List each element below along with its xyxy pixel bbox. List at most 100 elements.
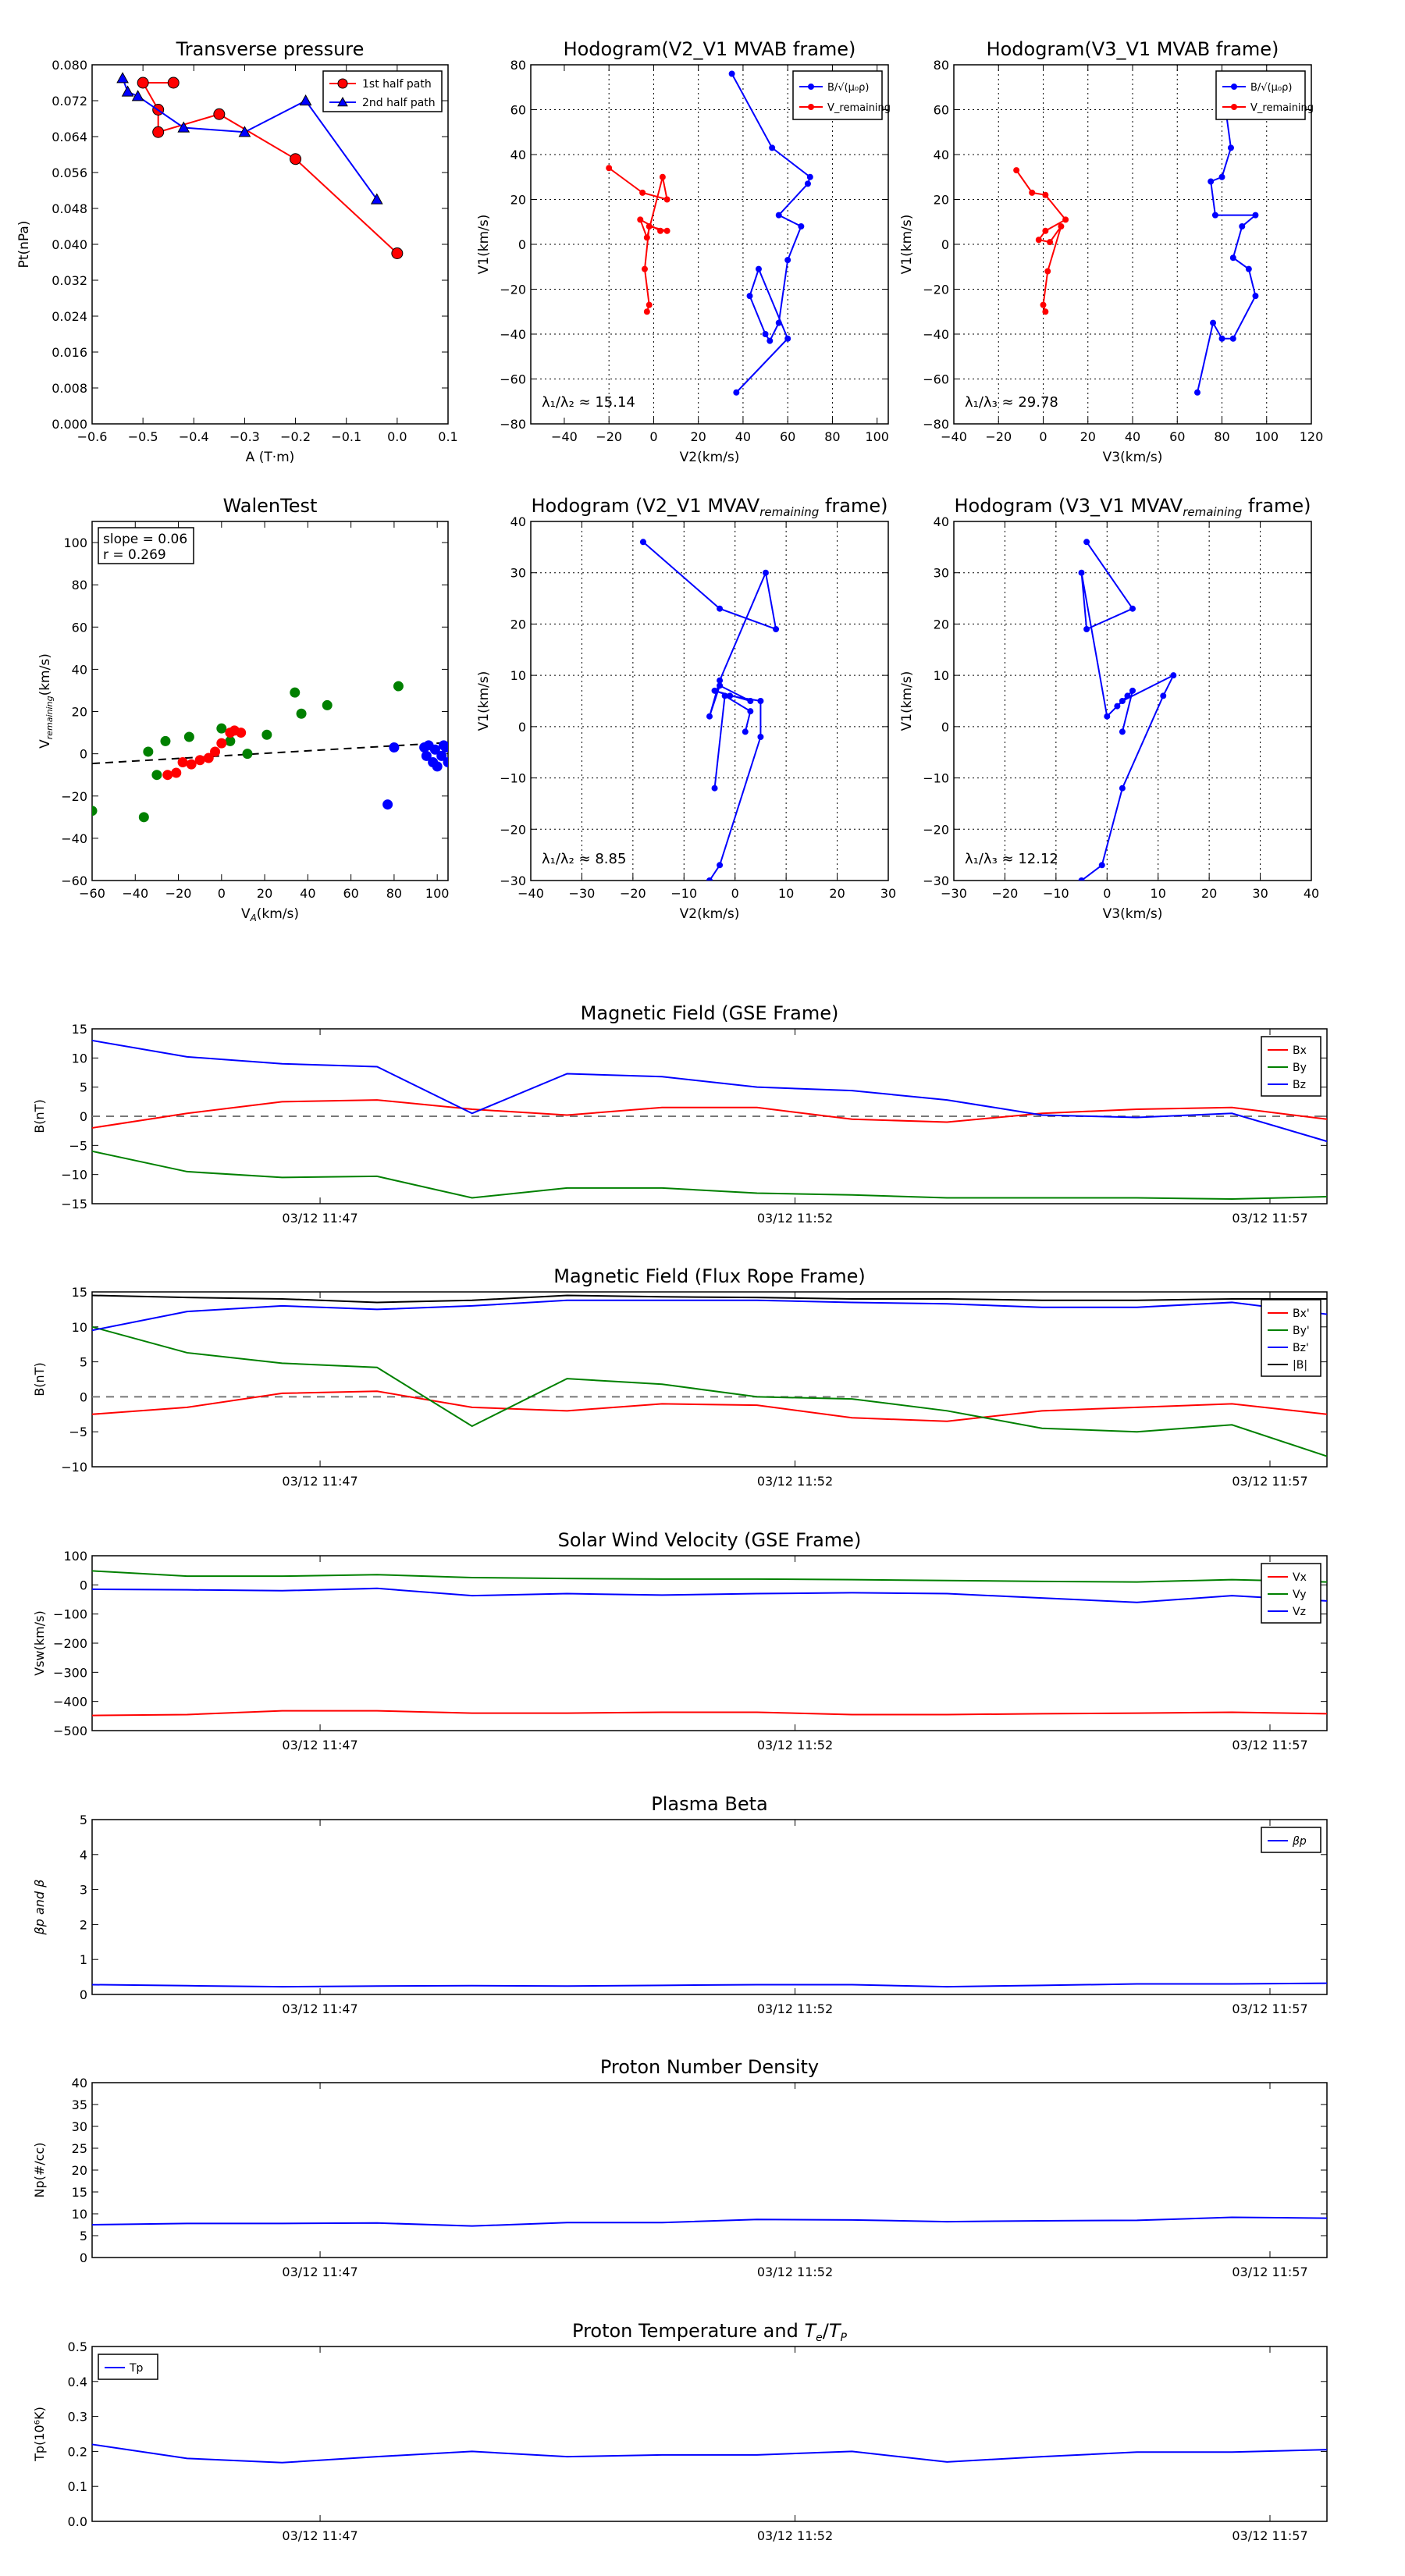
axes-frame [91,521,449,881]
data-point [755,265,762,272]
data-point [808,84,814,90]
data-point [238,126,251,137]
data-point [747,698,754,704]
legend-label: V_remaining [1250,102,1314,114]
y-tick-label: 5 [80,2229,87,2243]
x-axis-label: V2(km/s) [680,450,740,465]
y-tick-label: 4 [80,1848,87,1863]
x-axis-label: V2(km/s) [680,906,740,922]
time-tick-label: 03/12 11:57 [1232,1474,1307,1489]
legend-label: Vy [1293,1589,1307,1601]
data-point [186,759,197,770]
y-axis-label: V1(km/s) [899,671,915,731]
x-tick-label: −0.6 [77,429,108,444]
x-tick-label: 30 [1252,886,1268,901]
x-tick-label: 20 [1080,429,1096,444]
data-point [177,756,188,767]
data-point [370,193,383,205]
y-tick-label: 0.1 [68,2479,87,2494]
time-tick-label: 03/12 11:52 [757,1474,833,1489]
data-point [1035,237,1042,244]
chart-tpr: 0.0 0.1 0.2 0.3 0.4 0.5 03/12 11:47 03/12 11:52… [32,2320,1328,2543]
data-point [337,78,348,89]
chart-sw: −500 −400 −300 −200 −100 0 100 03/12 11:47 03/12… [32,1529,1328,1752]
data-point [717,682,724,689]
slope-text: slope = 0.06 [103,532,187,547]
legend-label: βp [1292,1835,1307,1848]
data-point [717,605,724,612]
series-line [91,1390,1328,1422]
y-axis-label: Vsw(km/s) [32,1610,47,1675]
x-tick-label: 0 [731,886,739,901]
data-point [641,265,648,272]
y-tick-label: −40 [500,327,526,342]
x-tick-label: −0.3 [229,429,260,444]
y-axis-label: βp and β [32,1880,47,1936]
series-line [642,541,777,881]
series-line [91,1587,1328,1603]
legend-label: Vx [1293,1571,1307,1584]
data-point [151,770,162,781]
plot-area [606,70,813,396]
data-point [1044,268,1051,275]
series-line [608,167,668,312]
y-axis-label: Np(#/cc) [32,2143,47,2198]
y-tick-label: 40 [510,148,526,162]
y-axis-label: Vremaining(km/s) [37,653,55,749]
legend-label: V_remaining [827,102,891,114]
data-point [643,308,650,315]
data-point [432,761,443,772]
y-tick-label: 40 [72,662,87,677]
data-point [746,293,753,300]
y-tick-label: 0.040 [52,237,87,252]
y-tick-label: 80 [510,58,526,73]
data-point [706,877,713,881]
series-line [91,2443,1328,2464]
y-tick-label: 0 [80,747,87,762]
y-tick-label: −20 [923,283,949,297]
x-tick-label: 0.1 [438,429,457,444]
y-tick-label: 60 [934,103,949,118]
y-tick-label: −10 [61,1168,87,1183]
chart-title: Solar Wind Velocity (GSE Frame) [558,1529,862,1551]
chart-tp: 0.000 0.008 0.016 0.024 0.032 0.040 0.048 0.056… [16,38,458,465]
data-point [1239,223,1246,229]
y-tick-label: 5 [80,1355,87,1370]
y-tick-label: 20 [72,2163,87,2178]
data-point [1119,728,1126,735]
y-tick-label: 100 [63,1549,87,1564]
data-point [1218,335,1225,342]
x-tick-label: 60 [343,886,358,901]
y-tick-label: 0 [941,237,949,252]
data-point [1058,223,1065,229]
data-point [183,731,194,742]
data-point [1252,212,1259,219]
x-tick-label: 40 [1304,886,1319,901]
chart-title: Hodogram(V3_V1 MVAB frame) [987,38,1279,60]
y-tick-label: −60 [500,372,526,387]
y-tick-label: 0.048 [52,201,87,216]
data-point [643,234,650,241]
data-point [762,331,769,337]
data-point [171,767,182,778]
y-tick-label: 0.016 [52,345,87,360]
chart-title: Magnetic Field (GSE Frame) [581,1002,839,1024]
x-tick-label: −30 [941,886,967,901]
legend-label: |B| [1293,1359,1307,1372]
x-tick-label: −30 [569,886,596,901]
data-point [663,196,670,203]
y-tick-label: 0 [80,1987,87,2002]
x-tick-label: 40 [735,429,751,444]
series-line [91,1570,1328,1583]
data-point [116,72,129,84]
data-point [767,337,774,344]
x-tick-label: −40 [518,886,544,901]
x-tick-label: 100 [865,429,889,444]
legend-box [792,70,883,120]
data-point [391,247,404,259]
y-tick-label: −60 [61,873,87,888]
data-point [236,728,247,738]
axes-frame [91,1291,1328,1468]
data-point [1104,713,1111,720]
time-tick-label: 03/12 11:47 [282,1474,357,1489]
